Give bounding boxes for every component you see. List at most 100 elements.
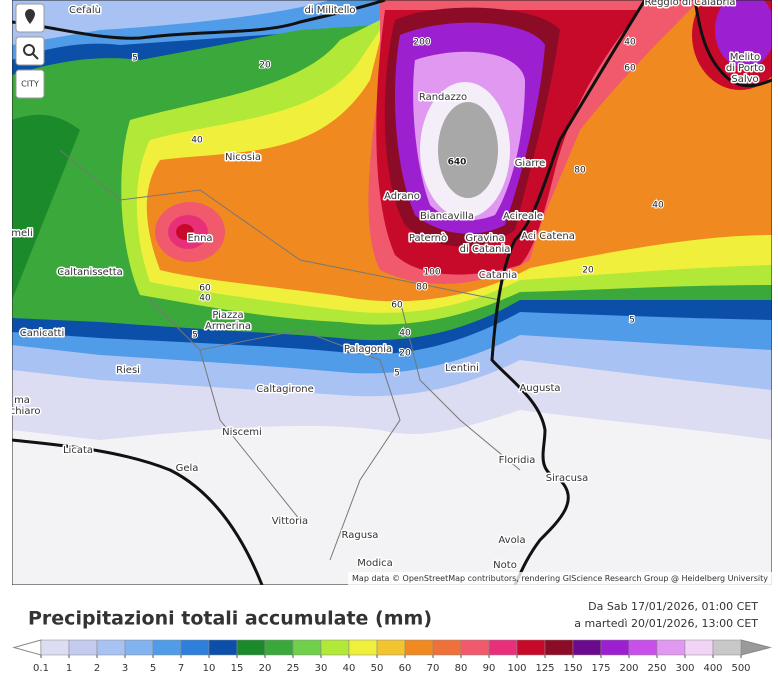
place-label: Adrano xyxy=(384,191,420,202)
contour-label: 640 xyxy=(448,158,467,168)
place-label: Armerina xyxy=(205,321,251,332)
place-label: Ragusa xyxy=(342,530,379,541)
contour-label: 60 xyxy=(624,64,636,74)
tick-label: 40 xyxy=(343,663,356,674)
legend-title: Precipitazioni totali accumulate (mm) xyxy=(28,608,432,630)
place-label: Acireale xyxy=(503,211,543,222)
tick-label: 25 xyxy=(287,663,300,674)
place-label: Vittoria xyxy=(272,516,308,527)
color-swatch xyxy=(40,639,70,656)
color-swatch xyxy=(68,639,98,656)
tick-label: 15 xyxy=(231,663,244,674)
city-button[interactable] xyxy=(15,69,45,99)
tick-label: 60 xyxy=(399,663,412,674)
contour-label: 40 xyxy=(624,38,636,48)
place-label: Canicatti xyxy=(20,328,64,339)
place-label: Reggio di Calabria xyxy=(644,0,735,8)
color-swatch xyxy=(264,639,294,656)
place-label: Floridia xyxy=(499,455,536,466)
coastline xyxy=(693,0,772,88)
tick-label: 400 xyxy=(703,663,722,674)
place-label: Modica xyxy=(357,558,393,569)
place-label: Caltagirone xyxy=(256,384,314,395)
tick-label: 30 xyxy=(315,663,328,674)
contour-label: 60 xyxy=(199,284,211,294)
place-label: Randazzo xyxy=(419,92,467,103)
color-swatch xyxy=(236,639,266,656)
color-swatch xyxy=(684,639,714,656)
place-label: Paternò xyxy=(409,232,447,244)
color-swatch xyxy=(208,639,238,656)
tick-label: 3 xyxy=(122,663,128,674)
place-label: Siracusa xyxy=(546,473,589,484)
place-label: Cefalù xyxy=(69,4,101,16)
map-labels: Cefalù di Militello Reggio di Calabria Meli… xyxy=(4,0,766,573)
place-label: di Porto xyxy=(726,63,764,74)
place-label: di Militello xyxy=(304,5,355,16)
color-scale: 0.1 1 2 3 5 7 10 15 20 25 30 40 50 60 70 80 90 100 125 150 1… xyxy=(12,639,772,674)
period-from: Da Sab 17/01/2026, 01:00 CET xyxy=(588,600,758,613)
tick-label: 50 xyxy=(371,663,384,674)
tick-label: 0.1 xyxy=(33,663,49,674)
contour-label: 40 xyxy=(199,294,211,304)
field xyxy=(12,0,330,45)
tick-label: 500 xyxy=(731,663,750,674)
over-arrow xyxy=(740,639,772,656)
contour-label: 40 xyxy=(191,136,203,146)
color-swatch xyxy=(180,639,210,656)
color-swatch xyxy=(348,639,378,656)
place-label: echiaro xyxy=(4,406,41,417)
map-controls: CITY xyxy=(15,3,45,99)
place-label: Caltanissetta xyxy=(57,267,123,278)
place-label: Enna xyxy=(187,233,212,244)
contour-label: 200 xyxy=(413,38,430,48)
place-label: Lentini xyxy=(445,363,479,374)
color-swatch xyxy=(96,639,126,656)
tick-label: 80 xyxy=(455,663,468,674)
tick-label: 7 xyxy=(178,663,184,674)
place-label: Piazza xyxy=(212,310,243,321)
place-label: Avola xyxy=(498,535,525,546)
tick-label: 200 xyxy=(619,663,638,674)
coastline xyxy=(12,0,386,40)
zoom-icon xyxy=(23,44,35,56)
tick-label: 100 xyxy=(507,663,526,674)
coastline xyxy=(490,0,647,585)
color-swatch xyxy=(572,639,602,656)
tick-label: 300 xyxy=(675,663,694,674)
place-label: meli xyxy=(11,228,32,239)
contour-label: 100 xyxy=(423,268,440,278)
tick-label: 2 xyxy=(94,663,100,674)
contour-label: 40 xyxy=(399,329,411,339)
place-label: di Catania xyxy=(460,244,511,255)
tick-label: 70 xyxy=(427,663,440,674)
attribution-bg xyxy=(348,572,772,585)
locate-icon xyxy=(25,9,35,24)
zoom-button[interactable] xyxy=(15,36,45,66)
tick-label: 150 xyxy=(563,663,582,674)
contour-label: 80 xyxy=(416,283,428,293)
color-swatch xyxy=(124,639,154,656)
contour-label: 5 xyxy=(192,331,198,341)
attribution: Map data © OpenStreetMap contributors, r… xyxy=(352,574,768,583)
color-swatch xyxy=(460,639,490,656)
place-label: Augusta xyxy=(519,383,560,394)
place-label: Giarre xyxy=(515,158,546,169)
tick-label: 90 xyxy=(483,663,496,674)
place-label: Melito xyxy=(730,52,760,63)
map[interactable]: Cefalù di Militello Reggio di Calabria Meli… xyxy=(4,0,778,585)
place-label: Niscemi xyxy=(222,427,262,438)
color-swatch xyxy=(516,639,546,656)
color-swatch xyxy=(544,639,574,656)
contour-label: 20 xyxy=(259,61,271,71)
field xyxy=(438,102,498,198)
color-swatch xyxy=(628,639,658,656)
color-swatch xyxy=(656,639,686,656)
color-swatch xyxy=(152,639,182,656)
color-swatch xyxy=(320,639,350,656)
tick-label: 1 xyxy=(66,663,72,674)
contour-label: 5 xyxy=(394,369,400,379)
tick-label: 10 xyxy=(203,663,216,674)
